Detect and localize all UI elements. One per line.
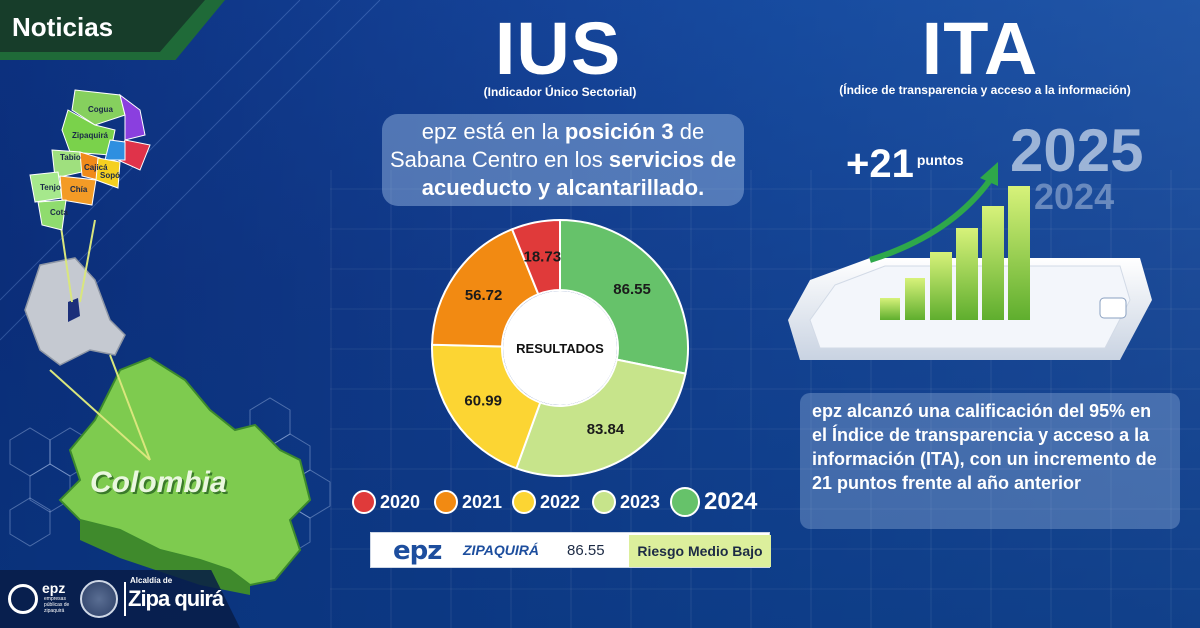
footer-alcaldia-line1: Alcaldía de	[130, 576, 173, 585]
map-label-cota: Cota	[50, 208, 68, 217]
donut-value-2020: 18.73	[524, 249, 562, 266]
footer-alcaldia-line2: Zipa quirá	[128, 586, 224, 611]
result-bar: epz ZIPAQUIRÁ 86.55 Riesgo Medio Bajo	[370, 532, 771, 568]
legend-dot-2024	[670, 487, 700, 517]
epz-circle-icon	[8, 584, 38, 614]
donut-slice-2023	[515, 358, 687, 477]
sabana-centro-highlight	[68, 298, 80, 322]
results-donut-chart: 86.55 83.84 60.99 56.72 18.73 RESULTADOS	[431, 218, 689, 477]
footer-divider	[124, 582, 126, 616]
donut-value-2023: 83.84	[587, 421, 625, 438]
result-score: 86.55	[567, 542, 605, 559]
ita-increase: +21 puntos	[846, 142, 964, 187]
phone-bars	[880, 186, 1030, 320]
legend-label-2024: 2024	[704, 488, 758, 515]
result-risk-badge: Riesgo Medio Bajo	[629, 535, 771, 567]
ius-statement-bold1: posición 3	[564, 119, 674, 144]
legend-label-2021: 2021	[462, 491, 503, 512]
ius-title: IUS	[494, 7, 622, 90]
ita-increase-unit: puntos	[916, 152, 964, 168]
map-label-tabio: Tabio	[60, 153, 81, 162]
growth-arrow	[869, 178, 993, 263]
map-label-tenjo: Tenjo	[40, 183, 61, 192]
donut-center-label: RESULTADOS	[516, 341, 604, 356]
legend-label-2022: 2022	[540, 491, 581, 512]
result-city: ZIPAQUIRÁ	[463, 542, 539, 558]
donut-slice-2022	[431, 343, 542, 470]
legend-dot-2020	[352, 490, 376, 514]
footer-logos: epz empresas públicas de zipaquirá Alcal…	[0, 570, 240, 628]
map-label-zipaquira: Zipaquirá	[72, 131, 109, 140]
donut-center	[503, 291, 617, 405]
ita-title: ITA	[921, 7, 1039, 90]
donut-value-2021: 56.72	[465, 287, 503, 304]
colombia-map: Cogua Zipaquirá Tabio Cajicá Sopó Tenjo …	[9, 89, 331, 595]
map-label-cajica: Cajicá	[84, 163, 108, 172]
map-label-sopo: Sopó	[100, 171, 120, 180]
legend-label-2023: 2023	[620, 491, 661, 512]
connector-line	[49, 369, 151, 461]
ius-statement-bold2: servicios de acueducto y alcantarillado.	[421, 147, 737, 200]
legend-label-2020: 2020	[380, 491, 421, 512]
colombia-shape	[58, 356, 312, 587]
ius-statement-part2: de Sabana Centro en los	[389, 119, 705, 172]
ius-statement: epz está en la posición 3 de Sabana Cent…	[382, 114, 744, 206]
donut-slice-2020	[510, 218, 561, 296]
legend-item-2022: 2022	[512, 490, 580, 514]
footer-epz-subtitle: empresas públicas de zipaquirá	[44, 596, 70, 614]
ius-statement-part1: epz está en la	[421, 119, 565, 144]
ius-subtitle: (Indicador Único Sectorial)	[483, 85, 637, 99]
phone-button	[1099, 297, 1127, 319]
donut-value-2024: 86.55	[613, 281, 651, 298]
donut-slice-2021	[431, 227, 540, 348]
news-tag-label: Noticias	[12, 12, 114, 42]
year-current: 2025	[1010, 117, 1144, 184]
ita-increase-value: +21	[846, 142, 914, 186]
ita-statement: epz alcanzó una calificación del 95% en …	[800, 393, 1180, 529]
map-label-cogua: Cogua	[88, 105, 113, 114]
donut-slice-2024	[559, 218, 689, 375]
zipaquira-seal-icon	[80, 580, 118, 618]
connector-line	[59, 219, 73, 303]
phone-chart-illustration	[788, 162, 1152, 360]
legend-item-2021: 2021	[434, 490, 502, 514]
donut-value-2022: 60.99	[464, 392, 502, 409]
sabana-centro-map	[29, 89, 151, 231]
epz-logo: epz	[393, 536, 442, 566]
legend-dot-2023	[592, 490, 616, 514]
ita-subtitle: (Índice de transparencia y acceso a la i…	[839, 83, 1131, 97]
connector-line	[109, 354, 151, 461]
legend-item-2024: 2024	[670, 487, 757, 517]
footer-epz-logo: epz	[42, 580, 66, 596]
chart-legend: 2020 2021 2022 2023 2024	[352, 487, 772, 522]
legend-item-2020: 2020	[352, 490, 420, 514]
growth-arrow-head	[980, 162, 998, 186]
colombia-label: Colombia	[90, 466, 227, 499]
legend-item-2023: 2023	[592, 490, 660, 514]
map-label-chia: Chía	[70, 185, 88, 194]
legend-dot-2022	[512, 490, 536, 514]
legend-dot-2021	[434, 490, 458, 514]
connector-line	[79, 219, 96, 303]
year-previous: 2024	[1034, 176, 1115, 217]
